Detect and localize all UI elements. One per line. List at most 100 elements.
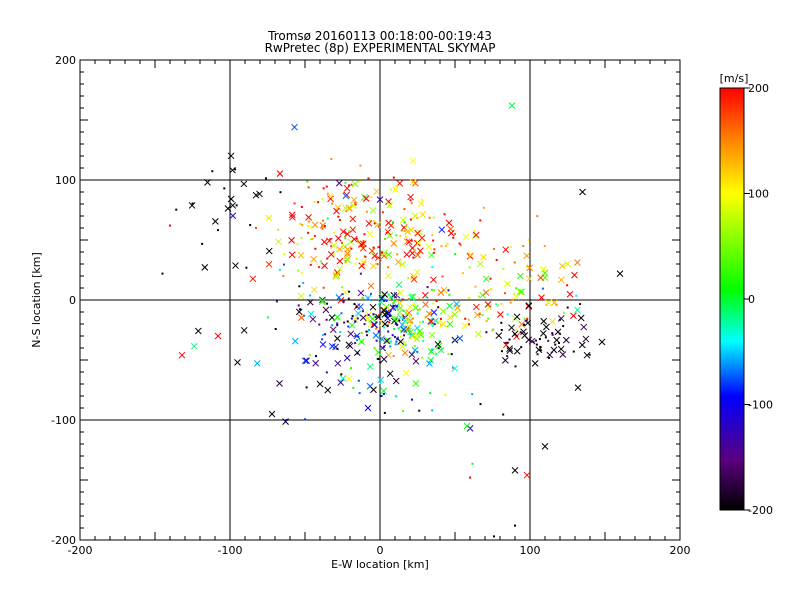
data-point-cross — [378, 335, 386, 343]
data-point-dot — [440, 245, 443, 248]
data-point-dot — [375, 327, 378, 330]
data-point-cross — [427, 348, 435, 355]
data-point-cross — [405, 322, 413, 330]
data-point-cross — [307, 298, 314, 306]
data-point-cross — [564, 260, 571, 268]
data-point-dot — [514, 365, 517, 368]
data-point-dot — [376, 263, 379, 266]
data-point-cross — [295, 308, 303, 316]
data-point-dot — [354, 335, 357, 338]
data-point-dot — [382, 392, 385, 395]
data-point-dot — [433, 289, 436, 292]
y-axis-label: N-S location [km] — [30, 252, 43, 348]
data-point-dot — [431, 324, 434, 327]
data-point-dot — [234, 168, 237, 171]
data-point-cross — [425, 310, 433, 318]
data-point-dot — [285, 418, 288, 421]
chart-subtitle: RwPretec (8p) EXPERIMENTAL SKYMAP — [265, 41, 496, 55]
data-point-cross — [391, 315, 399, 323]
data-point-cross — [583, 351, 591, 359]
data-point-dot — [348, 184, 351, 187]
data-point-dot — [383, 411, 386, 414]
data-point-dot — [410, 239, 413, 242]
data-point-dot — [392, 176, 395, 179]
data-point-dot — [500, 302, 503, 305]
data-point-dot — [372, 246, 375, 249]
data-point-cross — [335, 235, 342, 242]
colorbar-tick-label: -200 — [748, 504, 773, 517]
data-point-cross — [508, 324, 515, 332]
data-point-dot — [390, 340, 393, 343]
data-point-dot — [394, 322, 397, 325]
data-point-dot — [359, 272, 362, 275]
data-point-dot — [355, 306, 358, 309]
data-point-dot — [391, 334, 394, 337]
data-point-cross — [357, 241, 365, 248]
data-point-cross — [240, 326, 248, 334]
data-point-dot — [410, 202, 413, 205]
data-point-cross — [401, 317, 409, 325]
data-point-cross — [344, 256, 351, 264]
data-point-dot — [350, 183, 353, 186]
data-point-dot — [339, 330, 342, 333]
colorbar-tick-label: 100 — [748, 188, 769, 201]
data-point-cross — [574, 259, 581, 266]
data-point-cross — [204, 179, 211, 186]
data-point-cross — [394, 258, 402, 266]
data-point-cross — [407, 226, 415, 234]
data-point-cross — [381, 320, 389, 328]
data-point-dot — [402, 316, 405, 319]
data-point-dot — [418, 297, 421, 300]
data-point-cross — [422, 301, 429, 308]
data-point-dot — [322, 219, 325, 222]
y-tick-label: 100 — [55, 174, 76, 187]
data-point-dot — [375, 339, 378, 342]
data-point-dot — [340, 241, 343, 244]
data-point-cross — [329, 326, 337, 334]
data-point-dot — [344, 181, 347, 184]
data-point-cross — [578, 341, 586, 349]
data-point-dot — [370, 252, 373, 255]
data-point-dot — [444, 393, 447, 396]
data-point-dot — [439, 317, 442, 320]
data-point-dot — [388, 346, 391, 349]
data-point-cross — [359, 314, 367, 322]
data-point-dot — [383, 326, 386, 329]
data-point-dot — [487, 317, 490, 320]
data-point-cross — [234, 359, 241, 366]
data-point-dot — [412, 294, 415, 297]
data-point-cross — [426, 360, 433, 367]
data-point-cross — [249, 275, 257, 283]
data-point-dot — [471, 393, 474, 396]
data-point-dot — [344, 261, 347, 264]
data-point-dot — [372, 313, 375, 316]
y-tick-label: 200 — [55, 54, 76, 67]
data-point-cross — [333, 207, 340, 215]
data-point-dot — [365, 330, 368, 333]
data-point-dot — [468, 296, 471, 299]
y-tick-label: -200 — [51, 534, 76, 547]
data-point-dot — [391, 221, 394, 224]
data-point-dot — [309, 263, 312, 266]
data-point-cross — [345, 341, 353, 349]
data-point-cross — [375, 313, 382, 321]
data-point-cross — [321, 262, 328, 270]
data-point-dot — [493, 535, 495, 538]
data-point-dot — [433, 323, 436, 326]
data-point-cross — [297, 292, 305, 300]
data-point-dot — [547, 356, 550, 359]
data-point-dot — [418, 409, 421, 412]
data-point-dot — [504, 292, 507, 295]
data-point-dot — [395, 395, 398, 398]
data-point-cross — [412, 380, 420, 387]
data-point-cross — [311, 221, 319, 229]
data-point-dot — [536, 215, 539, 218]
data-point-cross — [513, 313, 521, 321]
data-point-cross — [319, 297, 326, 305]
data-point-cross — [310, 255, 318, 263]
data-point-cross — [419, 211, 426, 218]
data-point-cross — [322, 306, 330, 314]
data-point-dot — [351, 315, 354, 318]
axis-ticks — [80, 60, 680, 540]
data-point-cross — [414, 229, 421, 237]
